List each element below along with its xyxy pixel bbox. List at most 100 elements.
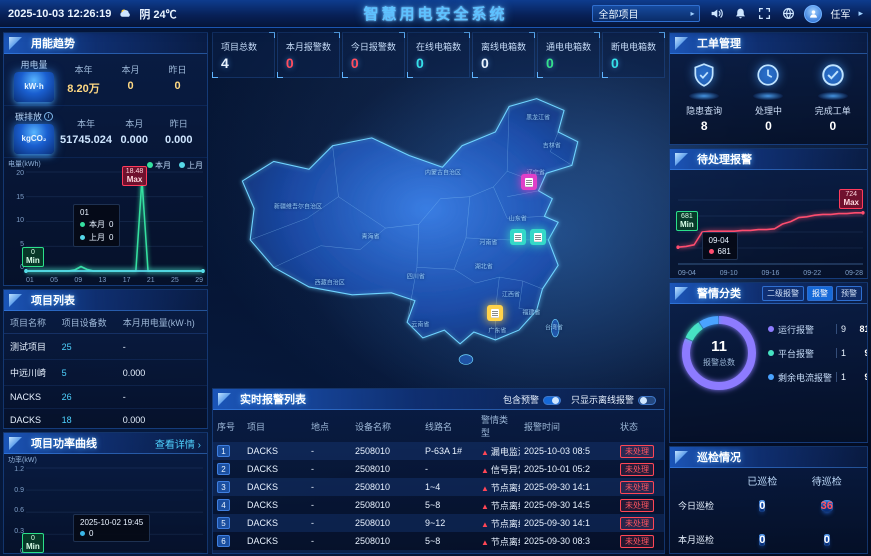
document-glyph-icon bbox=[513, 232, 522, 242]
panel-inspection: 巡检情况 已巡检 待巡检 今日巡检 0 36 本月巡检 0 0 bbox=[669, 446, 868, 554]
alarm-time: 2025-09-30 14:1 bbox=[524, 482, 591, 492]
stat-label: 在线电箱数 bbox=[415, 41, 461, 52]
energy-column: 昨日 0 bbox=[154, 63, 201, 96]
status-badge[interactable]: 未处理 bbox=[620, 498, 654, 512]
alarm-no-cell: 2 bbox=[213, 460, 243, 478]
project-table: 项目名称 项目设备数 本月用电量(kW·h) 测试项目 25- 中远川崎 5 0.000… bbox=[4, 311, 207, 428]
min-badge: 681 Min bbox=[676, 211, 698, 232]
map-province-label: 青海省 bbox=[361, 234, 380, 241]
alarm-marker-liaoning[interactable] bbox=[521, 174, 538, 191]
alarm-row[interactable]: 3 DACKS - 2508010 1~4 ▲节点离线报警 2025-09-30 14:1 未… bbox=[213, 478, 664, 496]
alarm-row[interactable]: 4 DACKS - 2508010 5~8 ▲节点离线报警 2025-09-30 14:5 未… bbox=[213, 496, 664, 514]
inspection-row-label: 今日巡检 bbox=[678, 500, 715, 511]
inspection-row: 本月巡检 0 0 bbox=[678, 530, 859, 548]
toggle-switch-icon[interactable] bbox=[638, 395, 656, 405]
alarm-row[interactable]: 5 DACKS - 2508010 9~12 ▲节点离线报警 2025-09-30 14:1… bbox=[213, 514, 664, 532]
tick-label: 21 bbox=[146, 277, 155, 284]
status-badge[interactable]: 未处理 bbox=[620, 552, 654, 553]
document-glyph-icon bbox=[491, 308, 500, 318]
work-order-item[interactable]: 隐患查询 8 bbox=[672, 62, 736, 133]
status-badge[interactable]: 未处理 bbox=[620, 462, 654, 476]
work-order-item[interactable]: 处理中 0 bbox=[737, 62, 801, 133]
pending-line-chart[interactable] bbox=[676, 184, 865, 265]
alarm-row[interactable]: 1 DACKS - 2508010 P-63A 1# ▲漏电监测报警 2025-10-03 … bbox=[213, 442, 664, 460]
alarm-marker-jiangsu-2[interactable] bbox=[530, 229, 547, 246]
alarm-class-button[interactable]: 二级报警 bbox=[762, 285, 804, 301]
alarm-donut-chart[interactable]: 11 报警总数 bbox=[676, 310, 762, 396]
alarm-no-cell: 4 bbox=[213, 496, 243, 514]
project-row[interactable]: 测试项目 25- bbox=[4, 333, 207, 360]
alarm-class-button[interactable]: 预警 bbox=[836, 285, 862, 301]
alarm-site: - bbox=[311, 500, 314, 510]
tick-label: 25 bbox=[171, 277, 179, 284]
donut-segment[interactable] bbox=[682, 316, 756, 390]
legend-dot-icon bbox=[768, 374, 774, 380]
alarm-status-cell: 未处理 bbox=[616, 496, 664, 514]
shield-icon bbox=[687, 62, 721, 102]
alarm-status-cell: 未处理 bbox=[616, 460, 664, 478]
fullscreen-icon[interactable] bbox=[756, 6, 772, 22]
status-badge[interactable]: 未处理 bbox=[620, 444, 654, 458]
volume-icon[interactable] bbox=[708, 6, 724, 22]
status-badge[interactable]: 未处理 bbox=[620, 480, 654, 494]
alarm-marker-guangdong[interactable] bbox=[487, 305, 504, 322]
map-province-label: 吉林省 bbox=[542, 143, 561, 150]
energy-columns: 本年 51745.024 本月 0.000 昨日 0.000 bbox=[60, 117, 201, 146]
energy-col-value: 0.000 bbox=[120, 134, 149, 146]
energy-column: 本月 0 bbox=[107, 63, 154, 96]
donut-center: 11 报警总数 bbox=[676, 310, 762, 396]
alarm-marker-jiangsu-1[interactable] bbox=[509, 229, 526, 246]
toggle-switch-icon[interactable] bbox=[542, 395, 561, 405]
tick-label: 20 bbox=[16, 170, 24, 177]
alarm-row[interactable]: 2 DACKS - 2508010 - ▲信号异常报警 2025-10-01 05:2 未处理 bbox=[213, 460, 664, 478]
work-order-item[interactable]: 完成工单 0 bbox=[801, 62, 865, 133]
panel-alarm-class-header: 警情分类 二级报警 报警 预警 bbox=[670, 283, 867, 304]
status-badge[interactable]: 未处理 bbox=[620, 516, 654, 530]
settings-icon[interactable] bbox=[780, 6, 796, 22]
alarm-device: 2508010 bbox=[351, 550, 421, 553]
inspection-done-cell: 0 bbox=[730, 496, 795, 514]
legend-label: 剩余电流报警 bbox=[778, 372, 833, 383]
project-select[interactable]: 全部项目 ▸ bbox=[592, 5, 701, 22]
alarm-total-value: 11 bbox=[711, 338, 727, 355]
toggle-offline-only[interactable]: 只显示离线报警 bbox=[571, 393, 656, 406]
work-order-value: 0 bbox=[829, 119, 837, 133]
tick-label: 1.2 bbox=[14, 466, 24, 473]
stat-cell: 本月报警数 0 bbox=[276, 32, 340, 78]
max-badge: 18.48 Max bbox=[121, 166, 148, 186]
alarm-time: 2025-10-01 05:2 bbox=[524, 464, 591, 474]
status-badge[interactable]: 未处理 bbox=[620, 534, 654, 548]
alarm-line: - bbox=[425, 464, 428, 474]
project-row[interactable]: DACKS 18 0.000 bbox=[4, 408, 207, 428]
tick-label: 15 bbox=[16, 193, 24, 201]
stat-label: 离线电箱数 bbox=[480, 41, 526, 52]
stat-value: 0 bbox=[415, 54, 424, 71]
toggle-include-warnings[interactable]: 包含预警 bbox=[503, 393, 561, 406]
inspection-row: 今日巡检 0 36 bbox=[678, 496, 859, 514]
map-province-label: 河南省 bbox=[479, 240, 498, 247]
work-order-label: 完成工单 bbox=[814, 106, 851, 116]
project-name: NACKS bbox=[4, 385, 56, 409]
bell-icon[interactable] bbox=[732, 6, 748, 22]
project-energy: - bbox=[116, 385, 207, 409]
project-row[interactable]: NACKS 26- bbox=[4, 385, 207, 409]
view-details-link[interactable]: 查看详情 › bbox=[154, 439, 201, 451]
project-row[interactable]: 中远川崎 5 0.000 bbox=[4, 359, 207, 386]
alarm-class-legend-item: 运行报警 9 81.82% bbox=[768, 323, 867, 336]
user-avatar[interactable] bbox=[804, 4, 823, 23]
alarm-site: - bbox=[307, 550, 351, 553]
panel-inspection-header: 巡检情况 bbox=[670, 447, 867, 468]
panel-title: 工单管理 bbox=[697, 38, 741, 50]
work-order-label: 处理中 bbox=[754, 106, 782, 116]
user-menu-chevron-icon[interactable]: ▸ bbox=[858, 8, 863, 18]
alarm-class-button[interactable]: 报警 bbox=[807, 285, 833, 301]
min-badge: 0 Min bbox=[22, 247, 44, 267]
row-index-chip: 3 bbox=[217, 481, 230, 493]
stat-value: 0 bbox=[285, 54, 294, 71]
energy-col-label: 昨日 bbox=[168, 65, 187, 75]
y-axis-label: 功率(kW) bbox=[8, 457, 37, 464]
inspection-todo-cell: 36 bbox=[795, 496, 860, 514]
